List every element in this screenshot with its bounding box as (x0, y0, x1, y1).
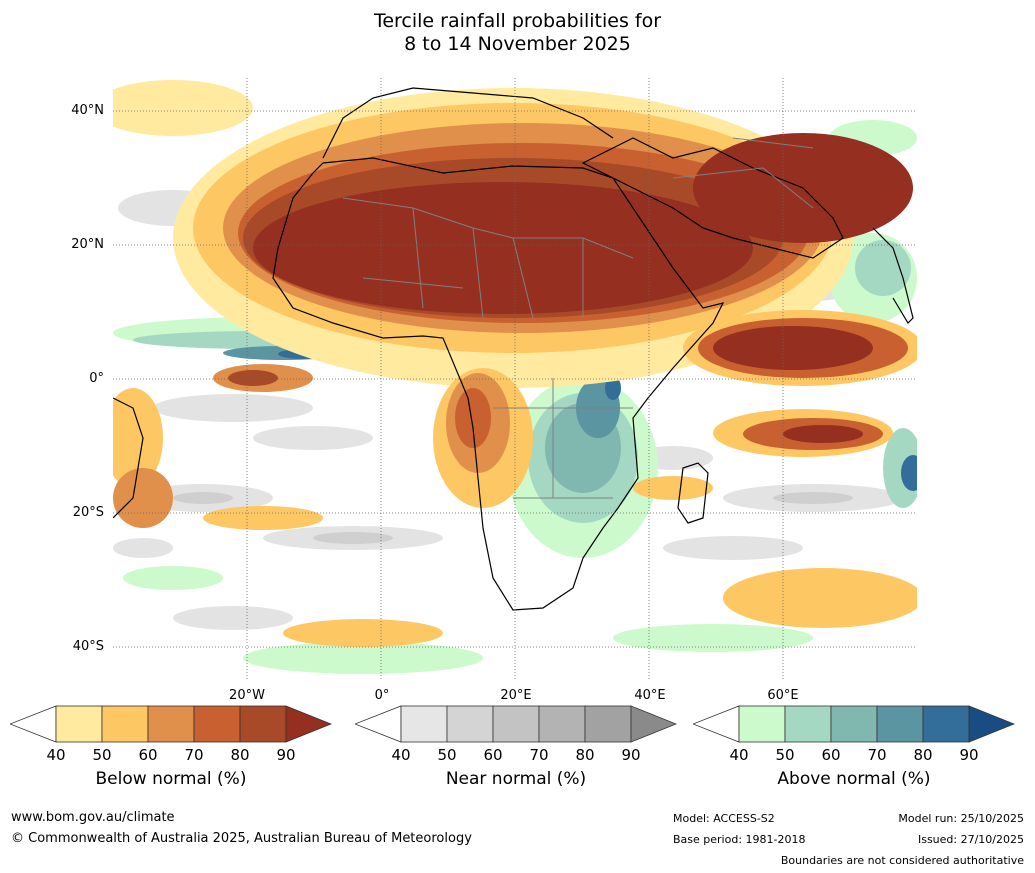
graticule (113, 78, 917, 681)
tick-label: 40 (729, 746, 749, 764)
title-line-2: 8 to 14 November 2025 (404, 33, 631, 55)
legend-caption-near: Near normal (%) (445, 769, 587, 789)
colorbar-near-normal (353, 705, 678, 743)
colorbar-cell (492, 705, 540, 743)
lat-label-40n: 40°N (71, 103, 104, 118)
tick-label: 50 (437, 746, 457, 764)
colorbar-cell (8, 705, 57, 743)
legend-caption-above: Above normal (%) (777, 769, 931, 789)
lon-label-20e: 20°E (500, 688, 532, 703)
colorbar-above-normal (691, 705, 1016, 743)
colorbar-cell (968, 705, 1016, 743)
footer-issued: Issued: 27/10/2025 (917, 833, 1024, 846)
tick-label: 70 (529, 746, 549, 764)
colorbar-cell (193, 705, 241, 743)
footer-base-period: Base period: 1981-2018 (673, 833, 806, 846)
colorbar-cell (876, 705, 924, 743)
near-normal-darker (173, 492, 853, 544)
tick-label: 40 (46, 746, 66, 764)
colorbar-cell (830, 705, 878, 743)
lon-label-20w: 20°W (229, 688, 265, 703)
lon-label-40e: 40°E (634, 688, 666, 703)
legend-above-normal: 40 50 60 70 80 90 Above normal (%) (691, 705, 1016, 805)
footer-copyright: © Commonwealth of Australia 2025, Austra… (11, 831, 472, 846)
lon-label-0: 0° (374, 688, 390, 703)
colorbar-cell (784, 705, 832, 743)
tick-label: 60 (821, 746, 841, 764)
tick-label: 90 (621, 746, 641, 764)
legend-near-normal: 40 50 60 70 80 90 Near normal (%) (353, 705, 678, 805)
colorbar-cell (55, 705, 103, 743)
colorbar-cell (400, 705, 448, 743)
colorbar-cell (538, 705, 586, 743)
tick-label: 80 (230, 746, 250, 764)
lat-label-40s: 40°S (72, 639, 104, 654)
lon-label-60e: 60°E (767, 688, 799, 703)
colorbar-cell (691, 705, 740, 743)
footer-website: www.bom.gov.au/climate (11, 810, 175, 825)
legend-caption-below: Below normal (%) (95, 769, 247, 789)
colorbar-cell (239, 705, 287, 743)
country-borders (342, 137, 814, 499)
colorbar-cell (446, 705, 494, 743)
colorbar-cell (101, 705, 149, 743)
tick-label: 50 (775, 746, 795, 764)
legend-below-normal: 40 50 60 70 80 90 Below normal (%) (8, 705, 333, 805)
colorbar-cell (584, 705, 632, 743)
tick-label: 70 (184, 746, 204, 764)
map-title: Tercile rainfall probabilities for 8 to … (0, 10, 1035, 56)
lat-label-20s: 20°S (72, 505, 104, 520)
title-line-1: Tercile rainfall probabilities for (373, 10, 662, 32)
colorbar-cell (630, 705, 678, 743)
tick-label: 60 (138, 746, 158, 764)
rainfall-probability-map (113, 78, 917, 681)
tick-label: 70 (867, 746, 887, 764)
colorbar-below-normal (8, 705, 333, 743)
colorbar-cell (147, 705, 195, 743)
map-canvas (113, 78, 917, 681)
colorbar-cell (738, 705, 786, 743)
colorbar-cell (353, 705, 402, 743)
lat-label-20n: 20°N (71, 237, 104, 252)
colorbar-cell (922, 705, 970, 743)
footer-model-run: Model run: 25/10/2025 (898, 812, 1024, 825)
footer-disclaimer: Boundaries are not considered authoritat… (780, 854, 1024, 867)
lat-label-0: 0° (89, 371, 104, 386)
tick-label: 60 (483, 746, 503, 764)
tick-label: 90 (959, 746, 979, 764)
tick-label: 80 (575, 746, 595, 764)
tick-label: 50 (92, 746, 112, 764)
tick-label: 80 (913, 746, 933, 764)
tick-label: 40 (391, 746, 411, 764)
colorbar-cell (285, 705, 333, 743)
footer-model: Model: ACCESS-S2 (673, 812, 775, 825)
tick-label: 90 (276, 746, 296, 764)
coastlines (113, 87, 914, 611)
